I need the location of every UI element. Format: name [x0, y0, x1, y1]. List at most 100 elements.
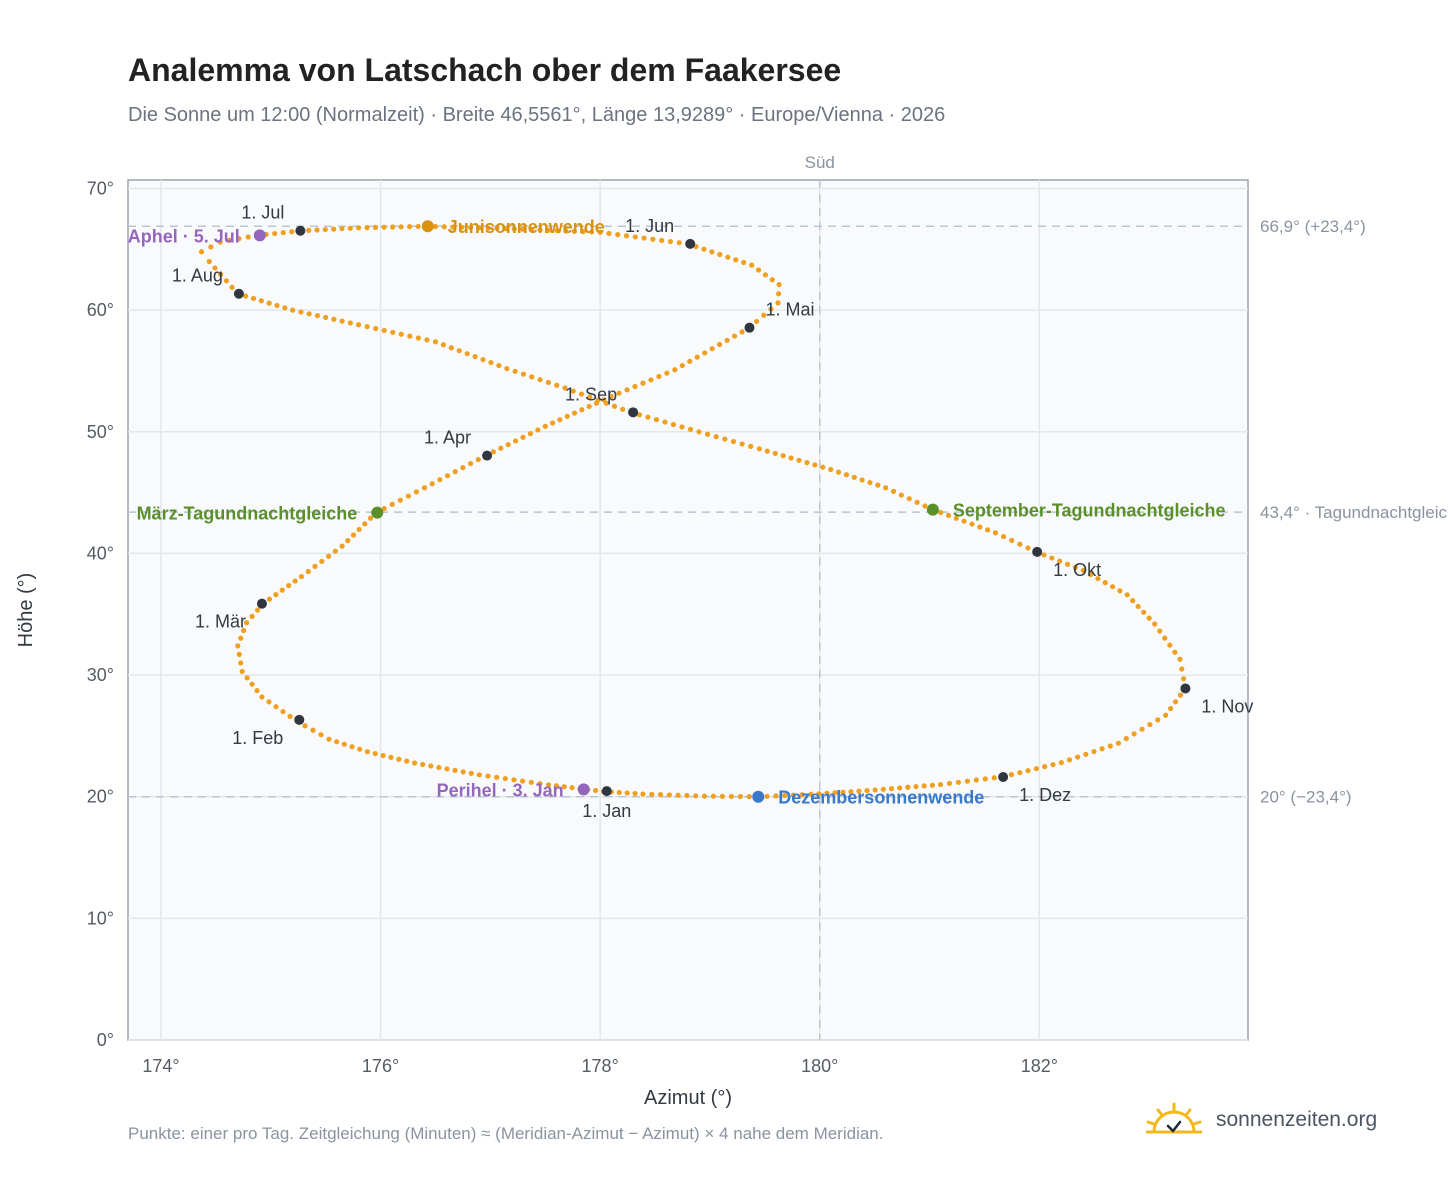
daily-point: [480, 357, 486, 363]
daily-point: [452, 767, 458, 773]
daily-point: [1123, 735, 1129, 742]
brand-name: sonnenzeiten.org: [1216, 1108, 1378, 1131]
daily-point: [890, 488, 897, 495]
daily-point: [992, 530, 999, 536]
chart-title: Analemma von Latschach ober dem Faakerse…: [128, 52, 842, 88]
daily-point: [1008, 772, 1015, 778]
daily-point: [564, 413, 570, 419]
daily-point: [302, 723, 308, 729]
daily-point: [287, 713, 293, 720]
daily-point: [656, 373, 662, 380]
daily-point: [1095, 575, 1101, 582]
daily-point: [235, 643, 241, 649]
daily-point: [1049, 555, 1055, 561]
daily-point: [571, 410, 578, 416]
x-tick-label: 174°: [142, 1056, 179, 1076]
daily-point: [436, 764, 442, 771]
daily-point: [398, 224, 404, 230]
daily-point: [290, 307, 296, 313]
daily-point: [977, 524, 983, 530]
daily-point: [381, 327, 387, 334]
daily-point: [687, 426, 694, 432]
daily-point: [769, 277, 775, 283]
daily-point: [498, 445, 504, 451]
daily-point: [245, 234, 251, 240]
daily-point: [835, 469, 842, 475]
daily-point: [545, 782, 552, 788]
daily-point: [799, 792, 805, 798]
daily-point: [332, 548, 338, 554]
daily-point: [1177, 692, 1184, 698]
daily-point: [319, 558, 325, 564]
daily-point: [776, 282, 782, 288]
month-label: 1. Jul: [241, 203, 284, 223]
y-tick-label: 60°: [87, 300, 114, 320]
daily-point: [502, 775, 508, 782]
daily-point: [906, 496, 912, 502]
daily-point: [1000, 533, 1007, 540]
daily-points: [198, 223, 1189, 800]
daily-point: [198, 249, 205, 255]
daily-point: [421, 485, 428, 491]
daily-point: [773, 793, 779, 799]
daily-point: [1141, 609, 1147, 615]
daily-point: [914, 499, 920, 505]
daily-point: [1172, 699, 1179, 705]
daily-point: [238, 660, 244, 666]
daily-point: [212, 265, 218, 271]
daily-point: [1058, 760, 1064, 766]
daily-point: [528, 779, 534, 785]
daily-point: [1102, 580, 1108, 586]
daily-point: [616, 390, 622, 396]
daily-point: [816, 791, 822, 797]
daily-point: [249, 613, 255, 620]
daily-point: [1109, 584, 1116, 590]
daily-point: [754, 318, 760, 325]
daily-point: [460, 465, 466, 471]
daily-point: [725, 254, 731, 260]
daily-point: [737, 793, 743, 800]
daily-point: [749, 262, 755, 268]
daily-point: [381, 224, 387, 230]
daily-point: [991, 775, 997, 781]
daily-point: [404, 758, 410, 764]
daily-point: [1130, 598, 1136, 604]
daily-point: [1066, 757, 1073, 763]
brand[interactable]: sonnenzeiten.org: [1146, 1100, 1377, 1140]
daily-point: [938, 509, 944, 516]
daily-point: [955, 779, 962, 785]
daily-point: [420, 761, 426, 768]
daily-point: [562, 385, 568, 391]
daily-point: [1117, 588, 1123, 594]
daily-point: [407, 333, 413, 339]
daily-point: [452, 469, 458, 475]
daily-point: [808, 791, 814, 797]
daily-point: [782, 792, 788, 799]
daily-point: [243, 293, 249, 299]
daily-point: [973, 777, 979, 783]
daily-point: [696, 429, 702, 435]
daily-point: [331, 316, 337, 322]
month-label: 1. Okt: [1053, 560, 1101, 580]
daily-point: [593, 787, 599, 794]
daily-point: [701, 793, 708, 799]
daily-point: [238, 635, 244, 641]
daily-point: [520, 371, 527, 377]
daily-point: [554, 382, 560, 388]
daily-point: [218, 271, 224, 277]
daily-point: [1075, 754, 1081, 760]
daily-point: [364, 324, 370, 330]
daily-point: [249, 681, 255, 687]
daily-point: [632, 790, 638, 797]
sun-logo-icon: [1146, 1102, 1202, 1134]
daily-point: [632, 234, 638, 240]
daily-point: [298, 573, 305, 580]
daily-point: [444, 473, 451, 479]
daily-point: [259, 694, 265, 700]
daily-point: [208, 244, 214, 250]
daily-point: [848, 789, 854, 795]
daily-point: [1163, 712, 1169, 718]
month-label: 1. Jun: [625, 216, 674, 236]
daily-point: [432, 223, 439, 230]
